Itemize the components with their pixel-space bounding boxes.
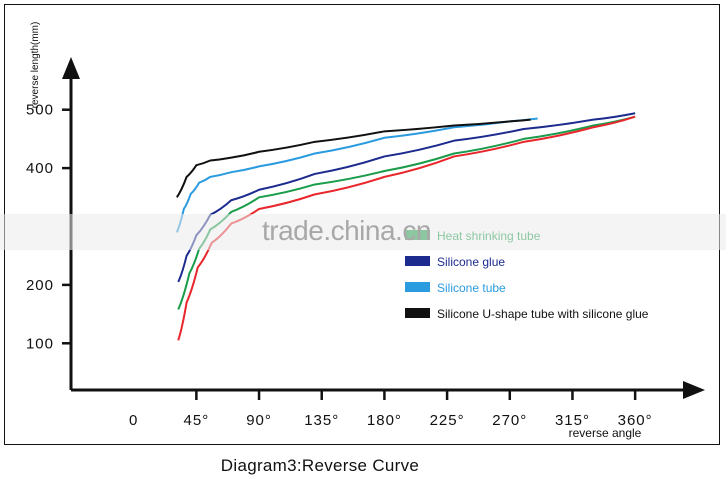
x-tick-label: 225° [430,412,465,429]
reverse-curve-chart: 0 45° 90° 135° 180° 225° 270° 315° 360° 100 200 400… [26,22,705,440]
legend-swatch [405,308,430,318]
x-tick-label: 360° [618,412,653,429]
y-axis-title: reverse length(mm) [30,22,41,109]
y-tick-label: 500 [26,102,54,119]
legend-label: Silicone tube [437,281,506,295]
x-axis-arrow [683,381,705,399]
watermark-text: trade.china.cn [262,215,431,246]
x-tick-label: 135° [304,412,339,429]
x-tick-label: 315° [555,412,590,429]
y-tick-label: 100 [26,335,54,352]
y-axis-arrow [62,57,80,79]
x-tick-label: 180° [367,412,402,429]
x-tick-label: 90° [246,412,272,429]
x-tick-label: 270° [492,412,527,429]
series-line-red [177,115,636,341]
x-tick-label: 0 [129,412,138,429]
x-axis-title: reverse angle [569,426,642,440]
legend-swatch [405,256,430,266]
legend-label: Silicone U-shape tube with silicone glue [437,307,649,321]
series-line-silicone-tube [175,117,538,233]
legend-label: Silicone glue [437,255,505,269]
chart-caption: Diagram3:Reverse Curve [220,456,420,475]
watermark-band [0,214,726,250]
y-tick-label: 200 [26,277,54,294]
y-tick-label: 400 [26,160,54,177]
axes: 0 45° 90° 135° 180° 225° 270° 315° 360° 100 200 400… [26,22,705,440]
series-line-silicone-u-shape-tube-with-silicone-glue [176,118,531,198]
legend-swatch [405,282,430,292]
x-tick-label: 45° [184,412,210,429]
